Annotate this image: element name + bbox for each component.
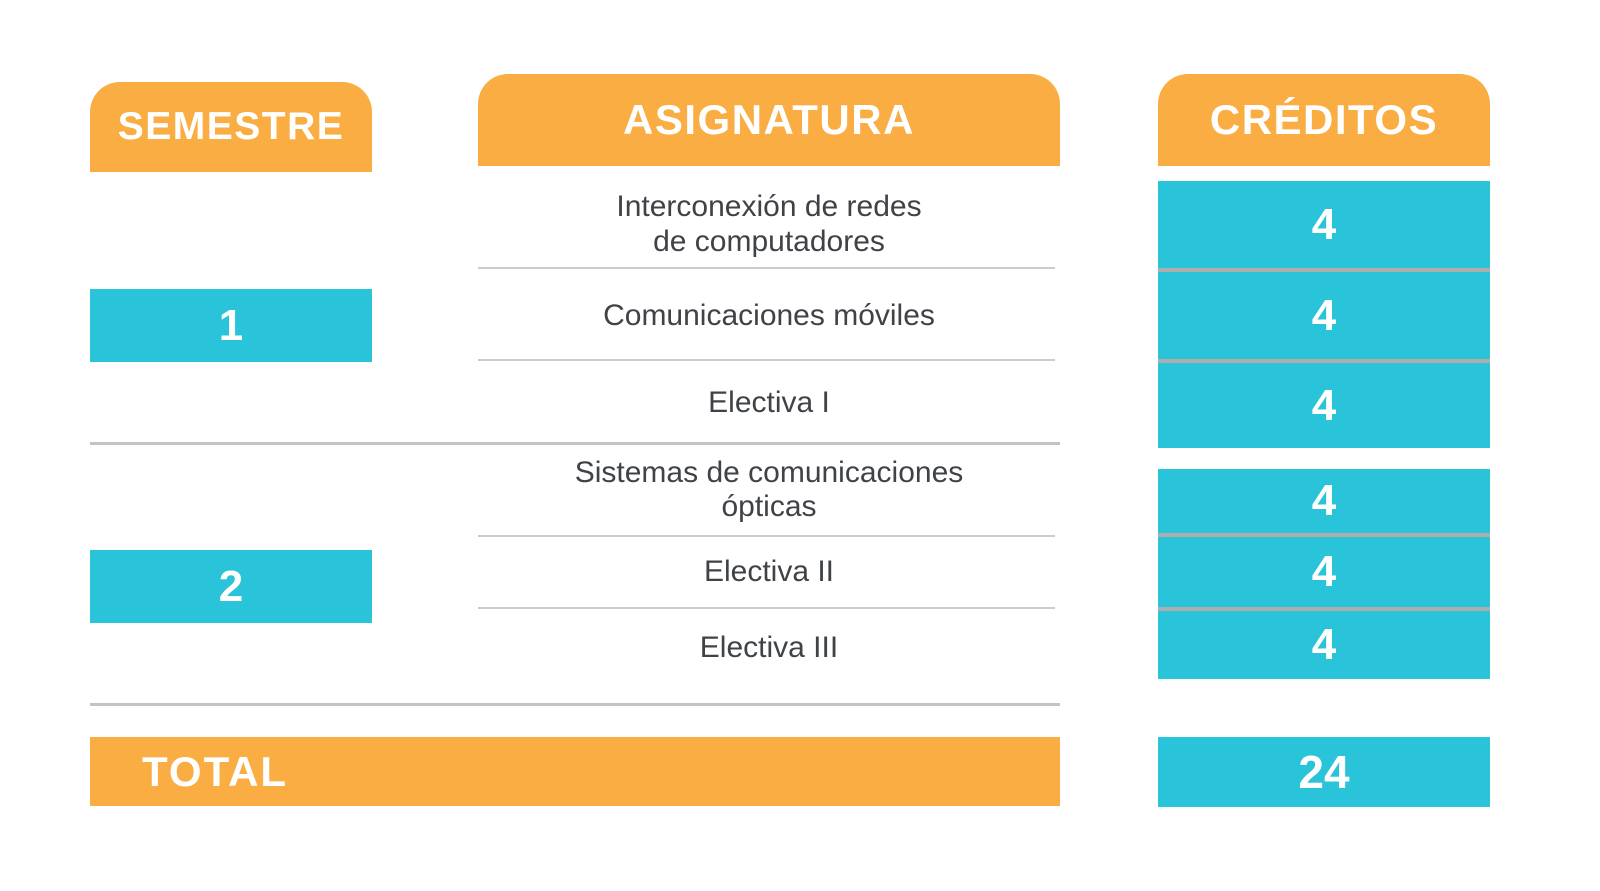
section-divider xyxy=(90,442,1060,445)
header-creditos: CRÉDITOS xyxy=(1158,74,1490,166)
semester-2-badge: 2 xyxy=(90,550,372,623)
row-separator xyxy=(478,535,1055,537)
credit-value: 4 xyxy=(1158,181,1490,268)
header-semestre: SEMESTRE xyxy=(90,82,372,172)
course-name: Electiva II xyxy=(703,554,835,588)
course-name: Electiva III xyxy=(699,630,839,664)
row-separator xyxy=(478,359,1055,361)
course-name: Comunicaciones móviles xyxy=(603,298,935,332)
course-name: Electiva I xyxy=(708,385,830,419)
credit-value: 4 xyxy=(1158,469,1490,533)
row-separator xyxy=(478,607,1055,609)
credit-value: 4 xyxy=(1158,272,1490,359)
semester-1-badge: 1 xyxy=(90,289,372,362)
credit-value: 4 xyxy=(1158,611,1490,679)
credit-separator xyxy=(1158,359,1490,363)
credit-separator xyxy=(1158,607,1490,611)
course-name: Interconexión de redes de computadores xyxy=(616,190,922,258)
credit-separator xyxy=(1158,533,1490,537)
credit-separator xyxy=(1158,268,1490,272)
total-credits-cell: 24 xyxy=(1158,737,1490,807)
credit-value: 4 xyxy=(1158,363,1490,448)
course-name: Sistemas de comunicaciones ópticas xyxy=(574,455,964,524)
section-divider xyxy=(90,703,1060,706)
row-separator xyxy=(478,267,1055,269)
credit-value: 4 xyxy=(1158,537,1490,607)
header-asignatura: ASIGNATURA xyxy=(478,74,1060,166)
total-label-bar: TOTAL xyxy=(90,737,1060,806)
